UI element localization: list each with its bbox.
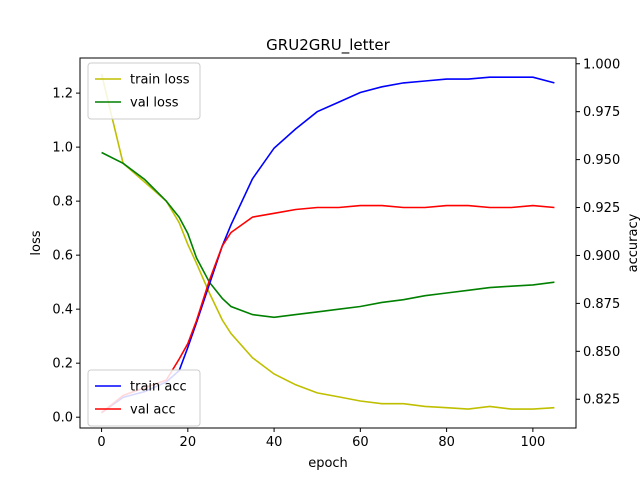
chart-title: GRU2GRU_letter — [266, 36, 390, 55]
x-axis-ticks: 0 20 40 60 80 100 — [97, 428, 545, 450]
legend-accuracy: train acc val acc — [87, 369, 201, 427]
left-y-tick-label: 0.4 — [52, 303, 73, 318]
x-tick-label: 60 — [352, 435, 369, 450]
right-y-tick-label: 1.000 — [583, 57, 620, 72]
legend-label: val loss — [130, 96, 179, 111]
legend-label: train loss — [130, 73, 190, 88]
x-tick-label: 0 — [97, 435, 105, 450]
right-y-tick-label: 0.975 — [583, 105, 620, 120]
left-y-tick-label: 1.0 — [52, 141, 73, 156]
right-y-axis-ticks: 0.825 0.850 0.875 0.900 0.925 0.950 0.975 1.000 — [576, 57, 620, 408]
train-loss-line — [100, 74, 555, 410]
legend-label: train acc — [130, 380, 187, 395]
legend-label: val acc — [130, 403, 176, 418]
legend-loss: train loss val loss — [87, 62, 201, 120]
val-loss-line — [101, 151, 555, 319]
left-y-tick-label: 0.6 — [52, 249, 73, 264]
series-lines — [100, 74, 555, 414]
legend-box — [87, 62, 201, 120]
right-y-tick-label: 0.850 — [583, 345, 620, 360]
left-y-tick-label: 0.0 — [52, 411, 73, 426]
val-acc-line — [101, 204, 555, 414]
right-y-tick-label: 0.825 — [583, 393, 620, 408]
right-y-axis-title: accuracy — [626, 213, 640, 272]
x-axis-title: epoch — [308, 456, 348, 471]
left-y-tick-label: 1.2 — [52, 87, 73, 102]
x-tick-label: 80 — [438, 435, 455, 450]
right-y-tick-label: 0.875 — [583, 297, 620, 312]
left-y-tick-label: 0.2 — [52, 357, 73, 372]
left-y-tick-label: 0.8 — [52, 195, 73, 210]
left-y-axis-title: loss — [29, 230, 44, 255]
left-y-axis-ticks: 0.0 0.2 0.4 0.6 0.8 1.0 1.2 — [52, 87, 80, 426]
plot-frame — [79, 57, 577, 429]
train-acc-line — [101, 76, 555, 414]
right-y-tick-label: 0.925 — [583, 201, 620, 216]
x-tick-label: 40 — [266, 435, 283, 450]
x-tick-label: 20 — [180, 435, 197, 450]
legend-box — [87, 369, 201, 427]
right-y-tick-label: 0.900 — [583, 249, 620, 264]
right-y-tick-label: 0.950 — [583, 153, 620, 168]
x-tick-label: 100 — [520, 435, 545, 450]
